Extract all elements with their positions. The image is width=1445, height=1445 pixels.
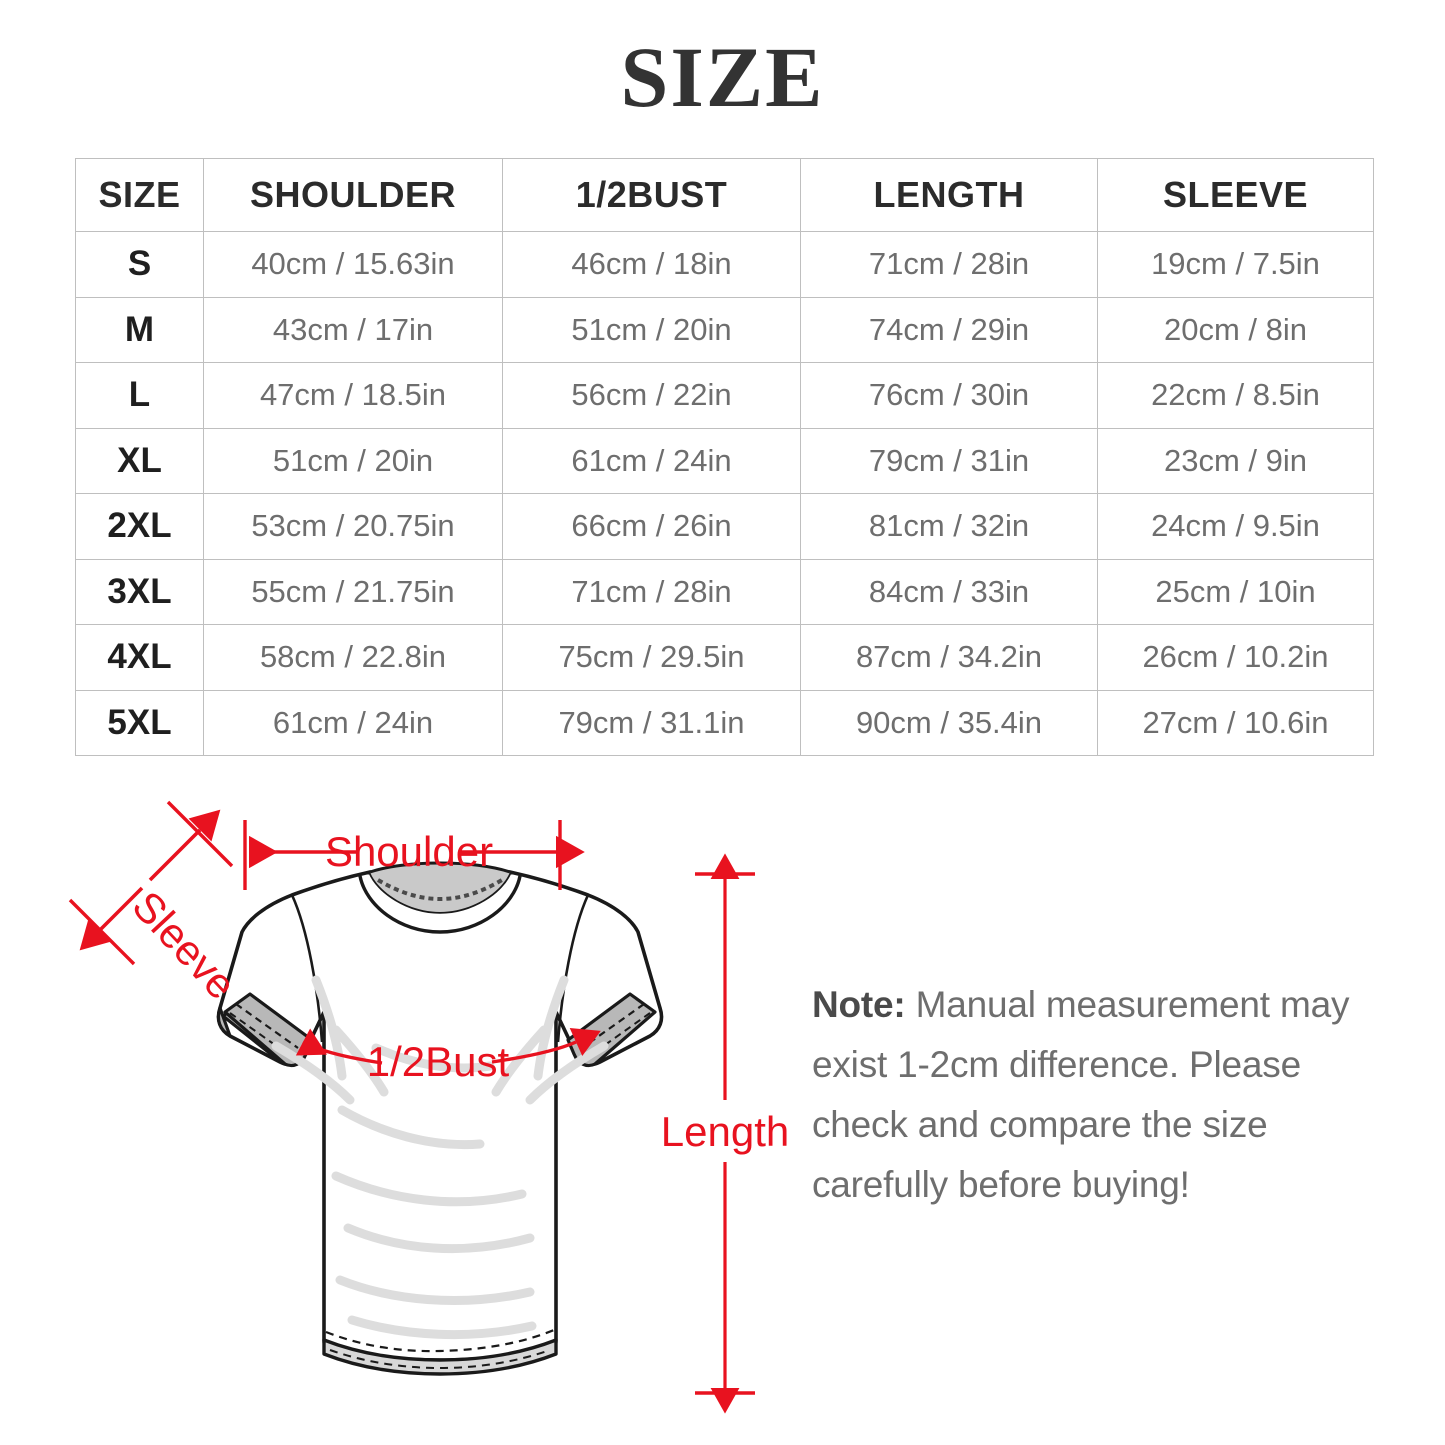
bust-arrow-right — [491, 1028, 601, 1064]
cell-shoulder: 40cm / 15.63in — [203, 231, 503, 298]
cell-size: M — [75, 296, 204, 363]
cell-sleeve: 24cm / 9.5in — [1097, 493, 1374, 560]
bust-arrow-left — [295, 1028, 383, 1065]
column-header-length: LENGTH — [800, 158, 1098, 232]
table-row: XL 51cm / 20in 61cm / 24in 79cm / 31in 2… — [75, 427, 1374, 494]
cell-bust: 71cm / 28in — [502, 558, 801, 625]
table-row: 2XL 53cm / 20.75in 66cm / 26in 81cm / 32… — [75, 493, 1374, 560]
collar-inner-edge — [369, 861, 511, 874]
cell-bust: 75cm / 29.5in — [502, 624, 801, 691]
shoulder-seam-right — [556, 894, 590, 1043]
cell-bust: 79cm / 31.1in — [502, 689, 801, 756]
cell-bust: 51cm / 20in — [502, 296, 801, 363]
hem-stitch-lower — [329, 1349, 551, 1370]
table-header-row: SIZE SHOULDER 1/2BUST LENGTH SLEEVE — [75, 158, 1374, 232]
page-title: SIZE — [620, 29, 825, 125]
table-row: 4XL 58cm / 22.8in 75cm / 29.5in 87cm / 3… — [75, 624, 1374, 691]
table-row: 3XL 55cm / 21.75in 71cm / 28in 84cm / 33… — [75, 558, 1374, 625]
length-label: Length — [661, 1108, 789, 1155]
sleeve-cuff-left-stitch — [235, 1003, 299, 1049]
cell-size: L — [75, 362, 204, 429]
column-header-size: SIZE — [75, 158, 204, 232]
column-header-sleeve: SLEEVE — [1097, 158, 1374, 232]
tshirt-graphic — [216, 861, 664, 1376]
sleeve-arrow-lower — [79, 886, 144, 951]
note-text-block: Note: Manual measurement may exist 1-2cm… — [812, 975, 1387, 1215]
shoulder-label: Shoulder — [325, 828, 493, 875]
cell-bust: 56cm / 22in — [502, 362, 801, 429]
cell-size: 3XL — [75, 558, 204, 625]
cell-length: 79cm / 31in — [800, 427, 1098, 494]
tshirt-illustration-svg: Shoulder Sleeve 1/2Bust Length — [68, 800, 789, 1414]
note-body: Manual measurement may exist 1-2cm diffe… — [812, 984, 1350, 1205]
cell-shoulder: 53cm / 20.75in — [203, 493, 503, 560]
size-chart-table: SIZE SHOULDER 1/2BUST LENGTH SLEEVE S 40… — [75, 158, 1374, 756]
cell-length: 90cm / 35.4in — [800, 689, 1098, 756]
tshirt-collar-inner — [370, 863, 510, 912]
cell-sleeve: 25cm / 10in — [1097, 558, 1374, 625]
cell-bust: 61cm / 24in — [502, 427, 801, 494]
cell-shoulder: 58cm / 22.8in — [203, 624, 503, 691]
table-row: S 40cm / 15.63in 46cm / 18in 71cm / 28in… — [75, 231, 1374, 298]
cell-size: 2XL — [75, 493, 204, 560]
sleeve-arrow-upper — [148, 809, 221, 882]
cell-length: 71cm / 28in — [800, 231, 1098, 298]
cell-sleeve: 23cm / 9in — [1097, 427, 1374, 494]
tshirt-body-outline — [216, 870, 664, 1362]
hem-stitch-upper — [325, 1328, 555, 1353]
table-row: M 43cm / 17in 51cm / 20in 74cm / 29in 20… — [75, 296, 1374, 363]
cell-size: 4XL — [75, 624, 204, 691]
column-header-bust: 1/2BUST — [502, 158, 801, 232]
cell-length: 81cm / 32in — [800, 493, 1098, 560]
cell-sleeve: 26cm / 10.2in — [1097, 624, 1374, 691]
collar-outer-ring — [358, 875, 522, 934]
table-row: 5XL 61cm / 24in 79cm / 31.1in 90cm / 35.… — [75, 689, 1374, 756]
shoulder-seam-left — [290, 894, 324, 1043]
cell-size: S — [75, 231, 204, 298]
cell-sleeve: 19cm / 7.5in — [1097, 231, 1374, 298]
cell-length: 76cm / 30in — [800, 362, 1098, 429]
cell-shoulder: 55cm / 21.75in — [203, 558, 503, 625]
cell-size: XL — [75, 427, 204, 494]
sleeve-tick-upper — [166, 800, 234, 868]
cell-sleeve: 20cm / 8in — [1097, 296, 1374, 363]
cell-length: 74cm / 29in — [800, 296, 1098, 363]
cell-shoulder: 43cm / 17in — [203, 296, 503, 363]
note-label: Note: — [812, 984, 906, 1025]
cell-shoulder: 47cm / 18.5in — [203, 362, 503, 429]
tshirt-hem — [322, 1338, 558, 1376]
cell-shoulder: 61cm / 24in — [203, 689, 503, 756]
tshirt-measurement-diagram: Shoulder Sleeve 1/2Bust Length Note: Man… — [0, 770, 1445, 1445]
cell-bust: 46cm / 18in — [502, 231, 801, 298]
table-row: L 47cm / 18.5in 56cm / 22in 76cm / 30in … — [75, 362, 1374, 429]
cell-sleeve: 22cm / 8.5in — [1097, 362, 1374, 429]
collar-stitch-line — [376, 878, 504, 902]
size-chart-table-container: SIZE SHOULDER 1/2BUST LENGTH SLEEVE S 40… — [75, 158, 1374, 756]
column-header-shoulder: SHOULDER — [203, 158, 503, 232]
bust-label: 1/2Bust — [367, 1038, 510, 1085]
sleeve-label: Sleeve — [123, 882, 245, 1008]
fabric-fold-shading — [271, 975, 609, 1340]
cell-length: 84cm / 33in — [800, 558, 1098, 625]
cell-length: 87cm / 34.2in — [800, 624, 1098, 691]
cell-size: 5XL — [75, 689, 204, 756]
sleeve-tick-lower — [68, 898, 136, 966]
cell-bust: 66cm / 26in — [502, 493, 801, 560]
cell-sleeve: 27cm / 10.6in — [1097, 689, 1374, 756]
cell-shoulder: 51cm / 20in — [203, 427, 503, 494]
